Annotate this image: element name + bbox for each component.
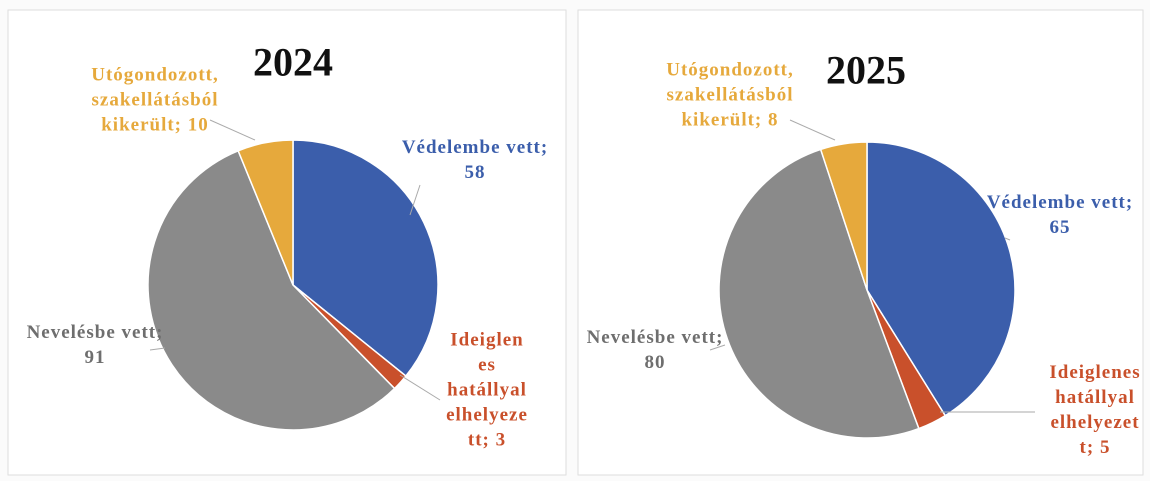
leader-line <box>209 119 256 141</box>
chart-title: 2024 <box>253 39 333 85</box>
data-label: Utógondozott, szakellátásból kikerült; 1… <box>91 64 219 136</box>
pie-slice <box>147 149 396 431</box>
pie-slice <box>718 148 920 439</box>
leader-line <box>789 119 836 141</box>
leader-line <box>709 344 726 351</box>
data-label: Nevelésbe vett; 80 <box>586 327 724 373</box>
leader-line <box>149 347 166 351</box>
pie-slice <box>292 139 439 378</box>
data-label: Ideiglenes hatállyal elhelyezett; 3 <box>446 329 528 451</box>
leader-line <box>409 184 421 216</box>
data-label: Utógondozott, szakellátásból kikerült; 8 <box>666 59 794 131</box>
pie-slice <box>819 141 868 291</box>
pie-slice <box>237 139 294 286</box>
leader-line <box>399 374 441 401</box>
data-label: Nevelésbe vett; 91 <box>26 322 164 368</box>
pie-slice <box>866 141 1016 417</box>
data-label: Ideiglenes hatállyal elhelyezett; 5 <box>1049 362 1141 458</box>
data-label: Védelembe vett; 58 <box>401 137 549 183</box>
data-label: Védelembe vett; 65 <box>986 192 1134 238</box>
chart-title: 2025 <box>826 47 906 93</box>
leader-line <box>1004 237 1011 241</box>
